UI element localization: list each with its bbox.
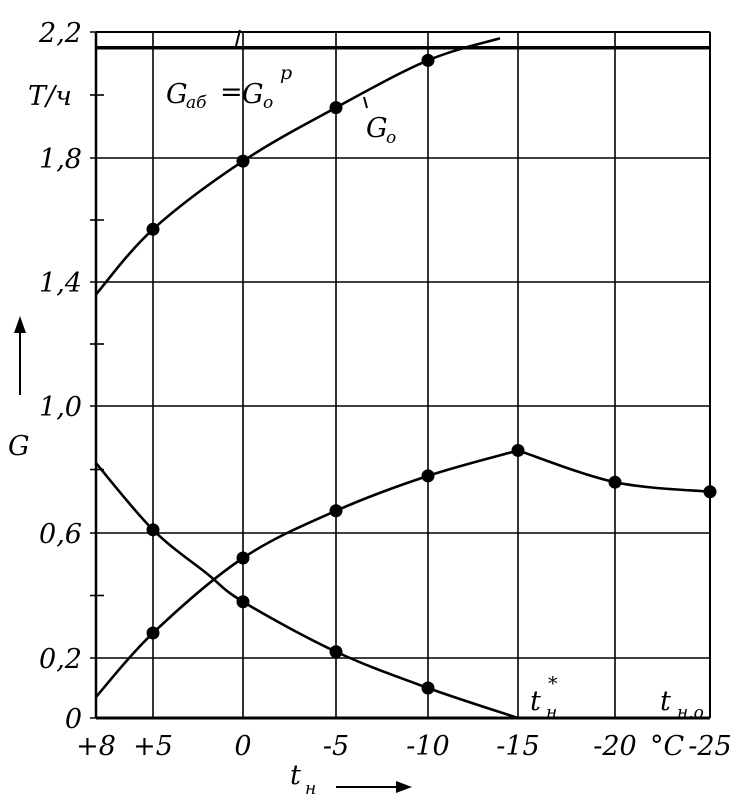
x-axis-title-sub: н [305, 779, 316, 799]
x-axis-label: t н [290, 760, 412, 799]
y-tick-label: 1,4 [39, 268, 82, 299]
y-axis-label: G [8, 316, 30, 462]
y-tick-label: 1,8 [39, 144, 82, 175]
x-axis-arrow-head [396, 781, 412, 793]
data-point [703, 485, 717, 499]
tick-labels: +8 +5 0 -5 -10 -15 -20 -25 0 0,2 0,6 1,0 1,4 1,8 2,2 [38, 18, 732, 762]
data-point [329, 645, 343, 659]
annotation-t-star-sub: н [546, 703, 557, 723]
x-tick-label: 0 [234, 731, 251, 762]
y-tick-label: 0 [65, 704, 82, 735]
x-tick-label: +5 [133, 731, 173, 762]
series-layer [95, 37, 717, 720]
series-label-g0: G o [363, 96, 396, 148]
y-tick-label: 2,2 [38, 18, 82, 49]
series-label-gab-sub: аб [186, 93, 207, 113]
annotation-t-star-main: t [530, 686, 541, 717]
y-unit-label: Т/ч [28, 81, 72, 112]
x-tick-label: -15 [496, 731, 539, 762]
data-point [329, 504, 343, 518]
y-tick-label: 0,6 [39, 519, 82, 550]
x-axis-title: t [290, 760, 301, 791]
data-point [421, 681, 435, 695]
data-point [236, 551, 250, 565]
y-axis-title: G [8, 431, 30, 462]
x-tick-label: -10 [406, 731, 449, 762]
data-point [146, 523, 160, 537]
series-label-gab-sup2: р [280, 62, 292, 84]
x-tick-label: +8 [76, 731, 116, 762]
annotation-t-no: t н.о [660, 686, 704, 723]
x-tick-label: -20 [593, 731, 636, 762]
annotation-t-star: t н * [530, 673, 558, 723]
series-label-g0-sub: o [386, 128, 396, 148]
x-unit-label: °C [650, 731, 685, 762]
series-label-gab-sub2: o [263, 93, 273, 113]
series-rising-line [95, 449, 519, 698]
annotation-t-no-main: t [660, 686, 671, 717]
data-point [511, 443, 525, 457]
series-label-gab-leader [235, 29, 241, 47]
data-point [146, 222, 160, 236]
data-point [236, 154, 250, 168]
data-point [608, 475, 622, 489]
y-axis-arrow-head [14, 316, 26, 333]
series-label-gab-main: G [166, 79, 188, 110]
data-point [329, 101, 343, 115]
series-label-gab-main2: G [242, 79, 264, 110]
annotation-t-star-sup: * [548, 673, 558, 695]
series-label-g0-main: G [366, 113, 388, 144]
y-tick-label: 1,0 [39, 392, 82, 423]
data-point [421, 53, 435, 67]
series-label-gab: G аб = G o р [166, 29, 292, 113]
series-label-g0-leader [363, 96, 368, 109]
x-tick-label: -5 [323, 731, 349, 762]
series-label-gab-eq: = [220, 77, 243, 108]
data-point [146, 626, 160, 640]
data-point [421, 469, 435, 483]
data-point [236, 595, 250, 609]
plot-frame [94, 31, 711, 720]
x-tick-label: -25 [688, 731, 731, 762]
annotation-t-no-sub: н.о [677, 703, 704, 723]
y-tick-label: 0,2 [39, 644, 82, 675]
